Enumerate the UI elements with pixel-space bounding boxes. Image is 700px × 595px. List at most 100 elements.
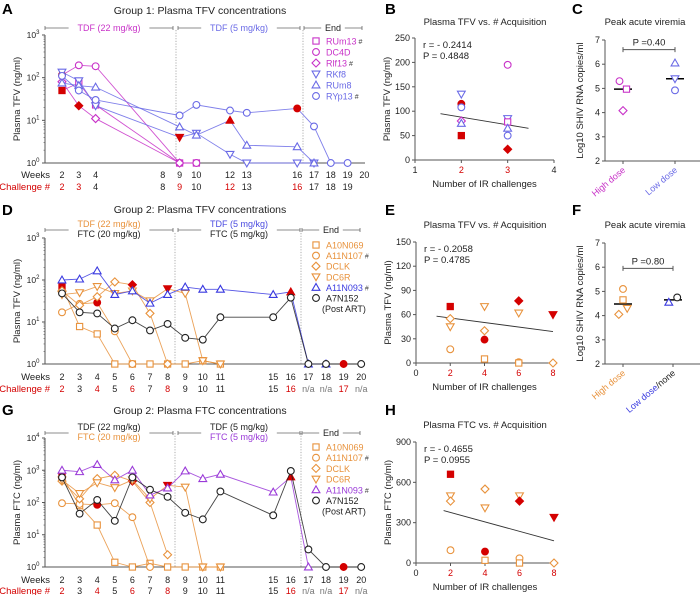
data-point [75, 308, 84, 317]
data-point [181, 508, 190, 517]
y-tick-exponent: 1 [36, 317, 40, 323]
legend-hash-mark: # [365, 285, 369, 292]
data-point [515, 559, 524, 567]
series-a10n069 [58, 472, 225, 571]
week-tick-label: 16 [292, 170, 302, 180]
y-tick-label: 104 [27, 433, 40, 443]
y-tick-label: 200 [395, 57, 410, 67]
data-point [304, 545, 313, 554]
data-point [92, 265, 103, 275]
y-tick-label: 6 [595, 262, 600, 272]
week-tick-label: 17 [303, 575, 313, 585]
data-point [456, 90, 467, 100]
challenge-tick-label: 2 [59, 586, 64, 595]
data-point [74, 494, 85, 504]
data-point [110, 324, 119, 333]
legend-marker [311, 58, 321, 68]
data-point [502, 123, 513, 132]
data-point [479, 325, 490, 336]
data-point [445, 492, 456, 501]
y-tick-base: 10 [27, 359, 37, 369]
y-tick-label: 5 [595, 83, 600, 93]
data-point [242, 108, 251, 117]
challenge-tick-label: 17 [339, 384, 349, 394]
panel-f: F Peak acute viremia 2 3 4 5 6 7 Log10 SHIV RNA … [572, 202, 700, 415]
data-point [93, 521, 101, 529]
infection-point [481, 547, 489, 556]
data-point [503, 60, 512, 69]
data-point [671, 86, 679, 95]
week-tick-label: 11 [216, 372, 225, 382]
regimen-label: TDF (22 mg/kg) [77, 422, 140, 432]
data-point [145, 490, 155, 499]
panel-d: D Group 2: Plasma TFV concentrations10010… [0, 202, 369, 395]
data-point [514, 492, 525, 501]
legend-hash-mark: # [365, 456, 369, 463]
regimen-label: TDF (5 mg/kg) [210, 219, 268, 229]
category-label: High dose [590, 368, 627, 402]
legend-label: RKf8 [326, 70, 346, 80]
infection-point [293, 104, 302, 113]
data-point [75, 322, 84, 331]
data-point [92, 283, 103, 292]
legend-label: A11N107 [326, 251, 363, 261]
data-point [268, 487, 279, 496]
challenge-tick-label: n/a [320, 384, 333, 394]
data-point [480, 484, 490, 494]
y-tick-label: 102 [27, 73, 40, 83]
chart-title: Peak acute viremia [605, 220, 687, 231]
challenge-tick-label: 6 [130, 586, 135, 595]
challenge-tick-label: 10 [198, 384, 208, 394]
chart-title: Plasma TFV vs. # Acquisition [424, 17, 547, 28]
legend-marker [311, 261, 321, 271]
challenge-tick-label: 16 [292, 182, 302, 192]
data-point [58, 289, 66, 298]
x-tick-label: 4 [482, 368, 487, 378]
series-line [61, 293, 362, 365]
legend-marker [311, 282, 321, 291]
data-point [128, 473, 137, 482]
panel-a: A Group 1: Plasma TFV concentrations10010… [0, 1, 369, 193]
panel-g: G Group 2: Plasma FTC concentrations10010… [0, 402, 369, 595]
legend-marker [311, 273, 321, 282]
week-tick-label: 6 [130, 575, 135, 585]
data-point [93, 330, 101, 338]
challenge-tick-label: n/a [320, 586, 333, 595]
week-tick-label: 2 [59, 575, 64, 585]
y-axis-label: Plasma TFV (ng/ml) [383, 260, 394, 344]
y-tick-exponent: 2 [36, 73, 40, 79]
challenge-row-label: Challenge # [0, 586, 51, 595]
y-tick-label: 0 [406, 358, 411, 368]
data-point [162, 359, 173, 369]
data-point [74, 86, 83, 95]
data-point [513, 309, 524, 318]
infection-point [174, 133, 185, 143]
y-tick-label: 4 [595, 311, 600, 321]
y-tick-base: 10 [27, 73, 37, 83]
data-point [110, 516, 119, 525]
y-axis-label: Plasma FTC (ng/ml) [12, 460, 23, 545]
data-point [145, 308, 155, 319]
panel-letter: G [2, 402, 14, 419]
data-point [162, 483, 173, 492]
infection-point [502, 144, 513, 155]
data-point [92, 459, 103, 469]
y-tick-exponent: 1 [36, 115, 40, 121]
legend-note: (Post ART) [322, 507, 366, 517]
y-tick-label: 7 [595, 238, 600, 248]
legend-label: A7N152 [326, 294, 359, 304]
challenge-tick-label: 3 [77, 384, 82, 394]
week-tick-label: 18 [321, 372, 331, 382]
week-tick-label: 3 [77, 372, 82, 382]
data-point [304, 360, 313, 368]
series-line [61, 82, 315, 164]
y-tick-base: 10 [27, 115, 37, 125]
data-point [192, 100, 201, 109]
week-tick-label: 4 [95, 372, 100, 382]
data-point [445, 323, 456, 332]
y-tick-base: 10 [27, 498, 37, 508]
panel-letter: C [572, 1, 583, 18]
chart-title: Group 2: Plasma TFV concentrations [114, 204, 287, 216]
legend-label: A10N069 [326, 241, 364, 251]
y-tick-label: 150 [396, 237, 411, 247]
